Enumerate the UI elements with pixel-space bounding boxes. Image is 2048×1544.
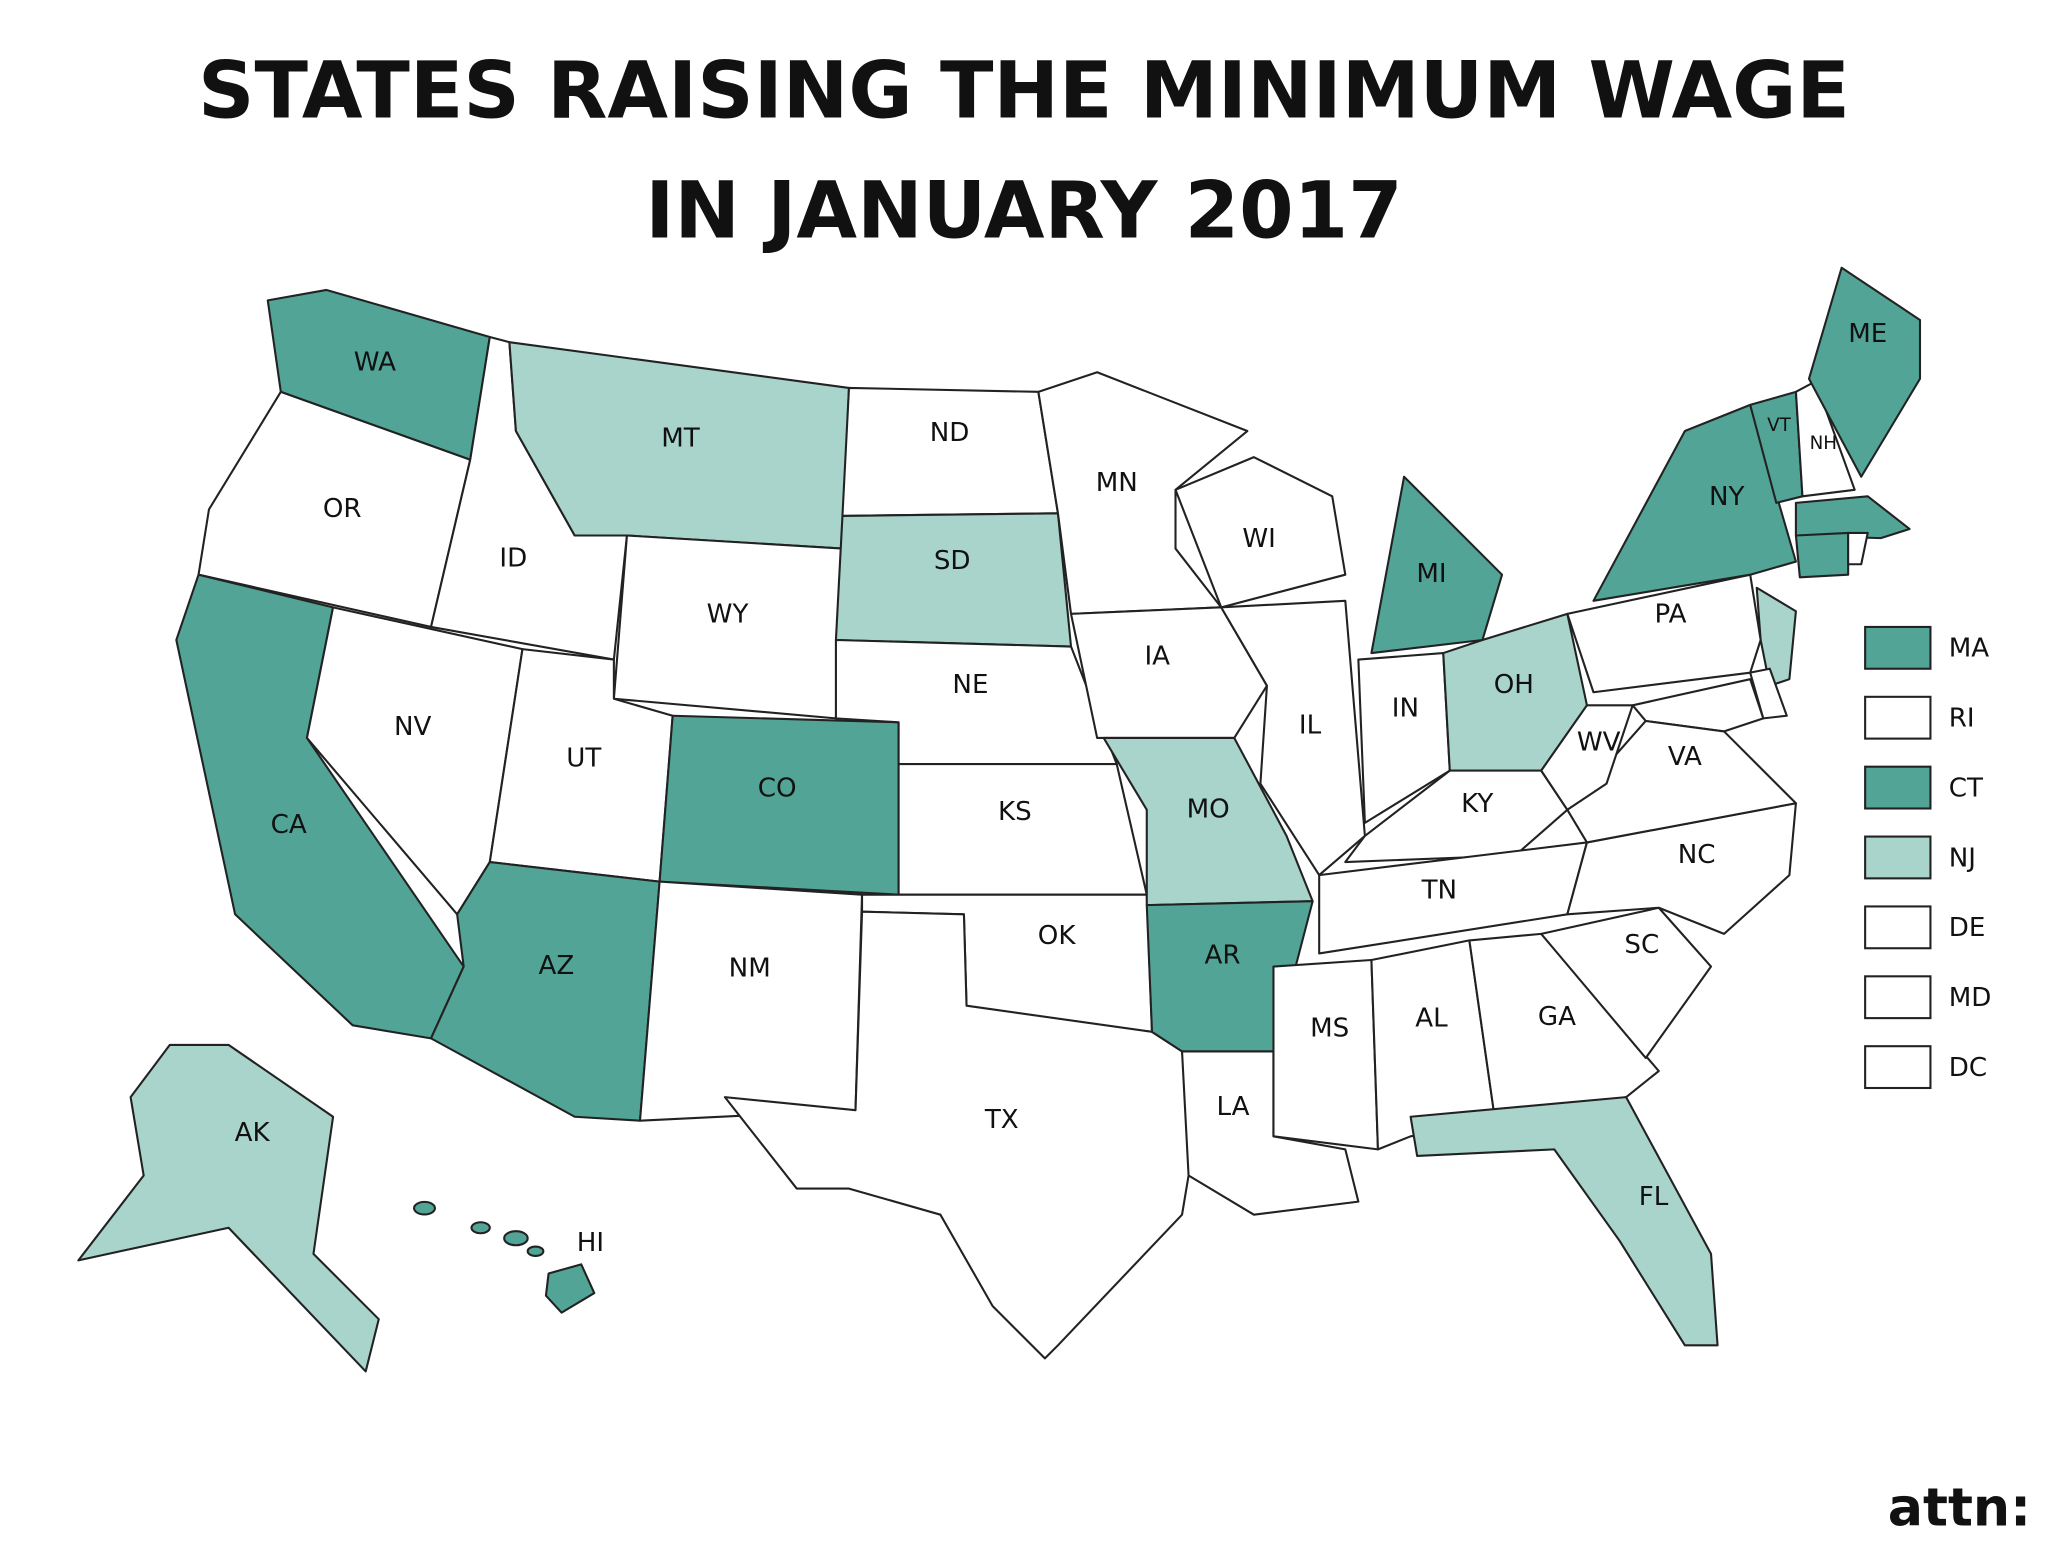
legend-label: MD	[1949, 983, 1992, 1013]
state-label: OH	[1494, 670, 1534, 700]
state-label: IL	[1299, 711, 1322, 741]
logo: attn:	[1888, 1479, 2031, 1539]
state-label: TX	[984, 1105, 1019, 1135]
state-shape	[1272, 958, 1380, 1151]
state-label: MS	[1310, 1014, 1349, 1044]
state-label: KS	[998, 797, 1032, 827]
state-shape	[544, 1263, 596, 1314]
state-shape	[1807, 266, 1922, 478]
state-shape	[1468, 932, 1660, 1125]
state-label: WV	[1577, 728, 1621, 758]
state-label: NE	[952, 670, 988, 700]
state-shape	[658, 714, 900, 896]
state-label: NC	[1678, 840, 1716, 870]
state-label: WI	[1242, 524, 1276, 554]
state-label: NV	[394, 712, 432, 742]
legend-swatch	[1864, 975, 1932, 1020]
state-shape	[1631, 678, 1765, 733]
state-label: GA	[1538, 1002, 1576, 1032]
state-label: IN	[1392, 694, 1419, 724]
state-shape	[841, 386, 1060, 517]
island	[503, 1230, 529, 1247]
state-shape	[1566, 719, 1797, 844]
state-label: SC	[1624, 930, 1659, 960]
state-label: CO	[758, 773, 797, 803]
title-line: STATES RAISING THE MINIMUM WAGE	[198, 46, 1850, 137]
state-shape	[834, 512, 1073, 648]
state-shape	[1370, 475, 1504, 655]
state-shape	[1069, 606, 1268, 740]
states: WA OR CA NV ID MT WY UT AZ CO NM ND SD NE KS OK TX MN IA MO…	[77, 266, 1922, 1373]
state-label: KY	[1461, 789, 1493, 819]
state-shape	[1037, 371, 1249, 615]
state-label: FL	[1639, 1182, 1669, 1212]
state-label: CA	[271, 810, 307, 840]
legend: MA RI CT NJ DE MD DC	[1864, 625, 1992, 1090]
island	[412, 1200, 436, 1216]
state-shape	[638, 880, 864, 1122]
state-shape	[1794, 495, 1911, 540]
state-label: LA	[1216, 1092, 1249, 1122]
state-label: NH	[1810, 433, 1837, 454]
legend-swatch	[1864, 835, 1932, 880]
state-shape	[1794, 531, 1850, 579]
state-label: HI	[577, 1228, 604, 1258]
state-label: AL	[1415, 1003, 1448, 1033]
state-label: IA	[1144, 641, 1170, 671]
state-label: AR	[1205, 941, 1241, 971]
state-shape	[1409, 1096, 1719, 1347]
state-label: OR	[323, 494, 362, 524]
title-line: IN JANUARY 2017	[645, 166, 1402, 257]
state-label: SD	[934, 546, 971, 576]
state-label: AK	[235, 1118, 271, 1148]
state-label: VA	[1668, 742, 1702, 772]
state-shape	[1847, 531, 1869, 566]
state-label: MN	[1096, 468, 1138, 498]
state-label: VT	[1767, 415, 1791, 436]
state-label: MI	[1416, 559, 1446, 589]
state-shape	[1174, 456, 1347, 609]
state-label: WA	[354, 348, 396, 378]
state-label: AZ	[539, 951, 575, 981]
island	[470, 1221, 491, 1235]
state-label: ME	[1848, 319, 1887, 349]
state-label: PA	[1655, 600, 1687, 630]
legend-label: DE	[1949, 913, 1986, 943]
legend-swatch	[1864, 625, 1932, 670]
state-label: OK	[1038, 921, 1077, 951]
state-shape	[1540, 704, 1634, 811]
legend-label: RI	[1949, 704, 1975, 734]
state-label: MT	[661, 423, 701, 453]
legend-swatch	[1864, 905, 1932, 950]
state-shape	[1566, 573, 1762, 694]
state-label: ND	[930, 418, 970, 448]
state-label: MO	[1187, 794, 1230, 824]
legend-swatch	[1864, 695, 1932, 740]
state-label: ID	[499, 544, 527, 574]
state-shape	[77, 1043, 380, 1373]
legend-label: NJ	[1949, 843, 1976, 873]
legend-label: MA	[1949, 634, 1990, 664]
legend-swatch	[1864, 1045, 1932, 1090]
state-shape	[723, 910, 1197, 1360]
legend-label: DC	[1949, 1053, 1987, 1083]
map-root: STATES RAISING THE MINIMUM WAGE IN JANUA…	[77, 46, 2031, 1539]
legend-label: CT	[1949, 773, 1984, 803]
legend-swatch	[1864, 765, 1932, 810]
state-shape	[197, 390, 472, 628]
state-shape	[1794, 380, 1856, 498]
state-label: WY	[707, 600, 749, 630]
state-shape	[1540, 906, 1713, 1060]
state-shape	[897, 763, 1148, 896]
state-label: TN	[1421, 875, 1457, 905]
state-label: NM	[729, 954, 771, 984]
state-label: UT	[566, 743, 602, 773]
island	[526, 1245, 545, 1258]
state-shape	[429, 860, 661, 1122]
state-label: NY	[1709, 482, 1745, 512]
